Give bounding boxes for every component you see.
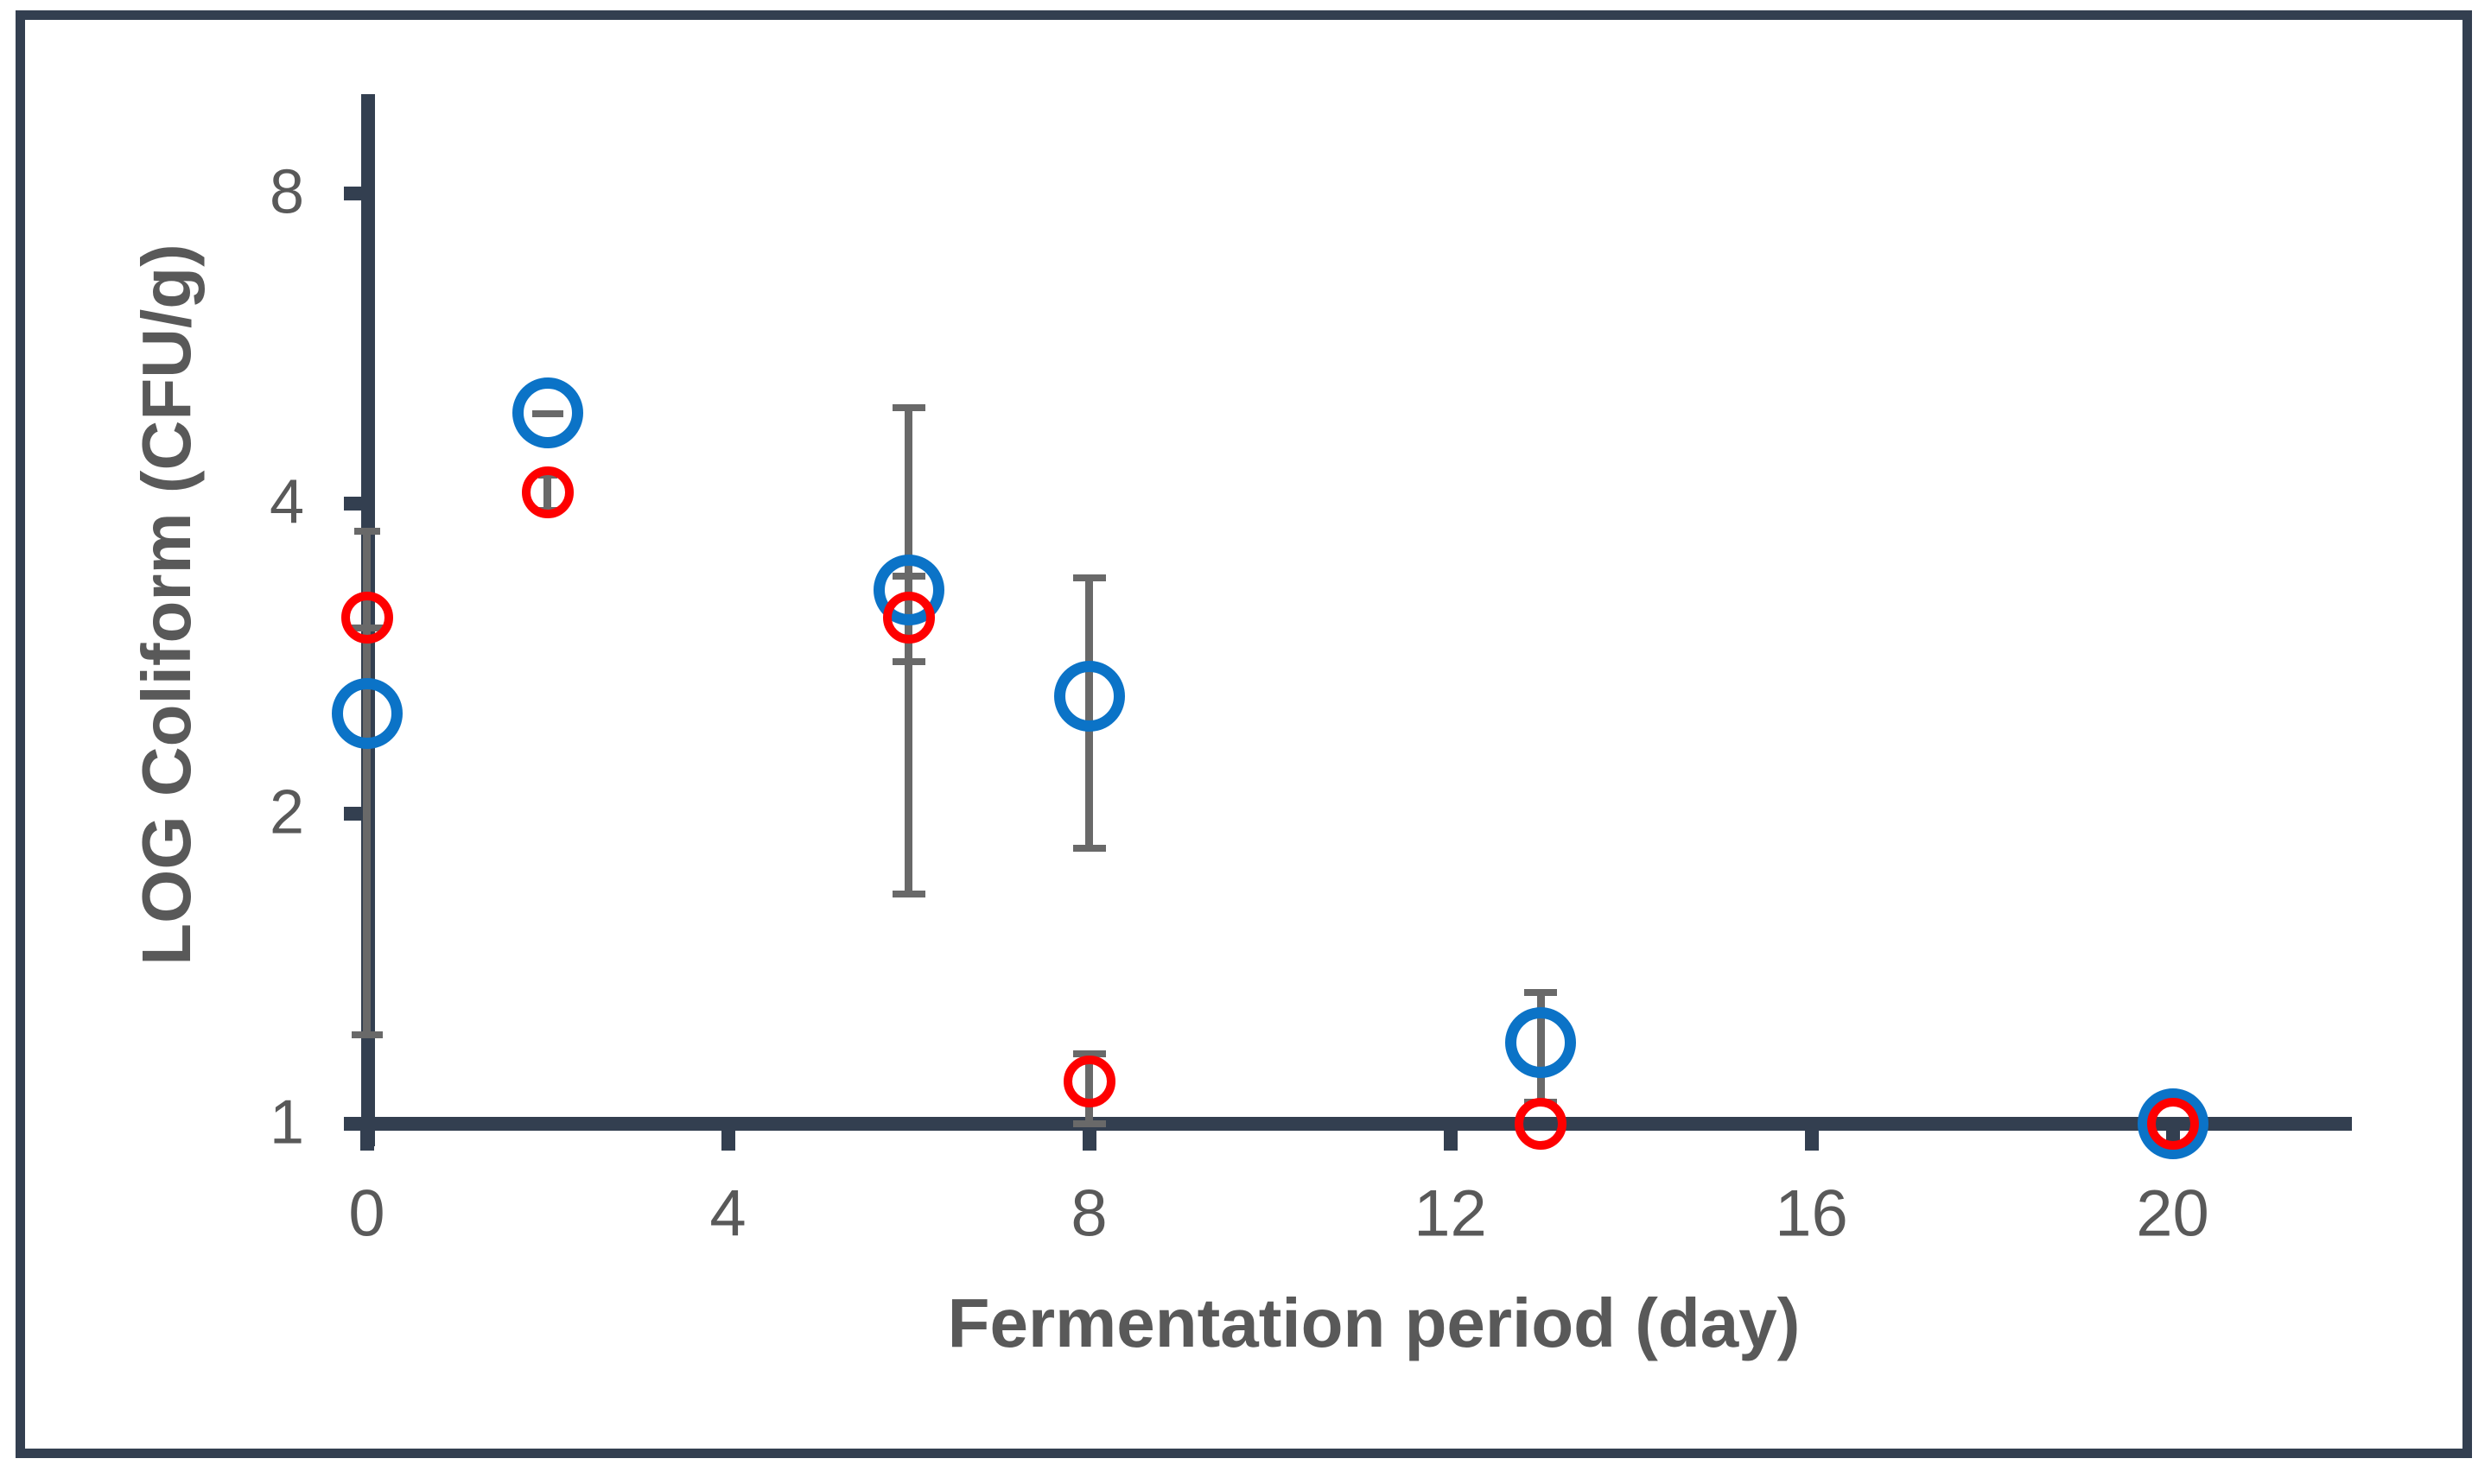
x-tick-label: 20 — [2136, 1176, 2209, 1251]
error-bar-cap — [1072, 1050, 1106, 1057]
error-bar-line — [363, 531, 371, 628]
error-bar-cap — [353, 528, 380, 536]
y-tick — [343, 497, 368, 511]
error-bar-cap — [1072, 574, 1106, 581]
error-bar-cap — [1072, 1120, 1106, 1127]
data-point-blue — [1505, 1006, 1576, 1078]
data-point-red — [1063, 1055, 1115, 1107]
x-tick-label: 4 — [709, 1176, 747, 1251]
y-tick-label: 1 — [269, 1088, 304, 1157]
data-point-red — [882, 592, 935, 644]
x-axis-title: Fermentation period (day) — [947, 1284, 1801, 1361]
y-tick-label: 2 — [269, 777, 304, 847]
x-tick-label: 16 — [1775, 1176, 1848, 1251]
y-tick-label: 4 — [269, 467, 304, 537]
error-bar-line — [905, 407, 912, 895]
y-axis-title: LOG Coliform (CFU/g) — [128, 244, 205, 966]
x-axis — [344, 1117, 2352, 1131]
x-tick-label: 12 — [1414, 1176, 1487, 1251]
x-tick — [359, 1131, 374, 1151]
x-tick — [721, 1131, 735, 1151]
data-point-red — [340, 592, 393, 644]
y-tick — [343, 187, 368, 200]
y-tick — [343, 807, 368, 821]
x-tick — [1443, 1131, 1458, 1151]
error-bar-line — [363, 627, 371, 1035]
data-point-blue — [512, 377, 583, 448]
error-bar-cap — [351, 1031, 383, 1038]
plot-border — [16, 10, 2472, 1458]
y-tick-label: 8 — [269, 157, 304, 227]
data-point-red — [521, 466, 574, 519]
data-point-red — [2146, 1098, 2199, 1150]
x-tick — [1082, 1131, 1096, 1151]
error-bar-cap — [1524, 989, 1557, 997]
error-bar-cap — [1072, 845, 1106, 853]
data-point-red — [1515, 1098, 1566, 1150]
data-point-blue — [331, 678, 403, 750]
x-tick-label: 0 — [348, 1176, 385, 1251]
data-point-blue — [1053, 661, 1125, 732]
error-bar-cap — [892, 891, 925, 898]
x-tick-label: 8 — [1071, 1176, 1108, 1251]
x-tick — [1804, 1131, 1819, 1151]
error-bar-cap — [892, 403, 925, 411]
